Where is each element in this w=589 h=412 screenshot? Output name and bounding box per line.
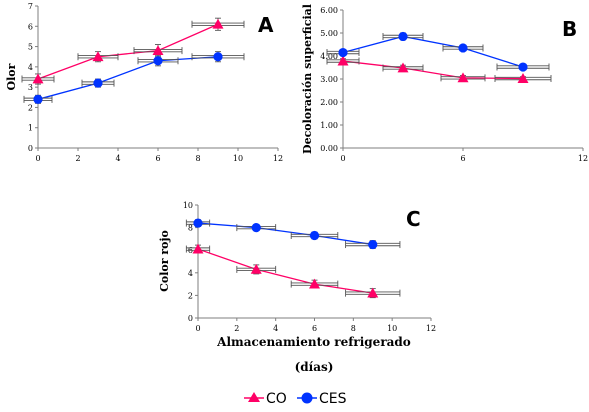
panel-b-series-co-point (337, 55, 349, 66)
panel-b-series-ces-point (338, 47, 348, 58)
panel-c-y-axis-label: Color rojo (158, 230, 171, 292)
panel-c-series-ces-point (193, 218, 203, 228)
panel-c-x-axis-label-line1: Almacenamiento refrigerado (216, 335, 411, 349)
panel-a-series-ces-line (37, 56, 219, 100)
panel-a-series-ces-point (33, 94, 43, 104)
panel-c-y-tick-label: 10 (183, 201, 193, 210)
legend-marker-ces (301, 392, 313, 404)
panel-a-y-tick-label: 2 (28, 103, 33, 112)
panel-c-x-tick-label: 0 (195, 324, 200, 333)
panel-b-series-ces-point (398, 31, 408, 42)
panel-b-x-tick-label: 12 (578, 154, 588, 163)
panel-a-series-co-line (37, 23, 219, 80)
panel-b-series-ces-point (458, 43, 468, 53)
panel-c-series-ces-line (197, 222, 373, 246)
legend: CO CES (244, 391, 347, 407)
panel-a-y-tick-label: 4 (28, 63, 33, 72)
panel-c-series-co-point (309, 278, 320, 289)
panel-c-x-tick-label: 6 (312, 324, 317, 333)
panel-a-x-tick-label: 4 (115, 154, 120, 163)
panel-c-series-co-point (367, 287, 379, 298)
panel-a-x-tick-label: 2 (75, 154, 80, 163)
panel-a-letter: A (258, 13, 274, 37)
panel-a-x-tick-label: 12 (273, 154, 283, 163)
panel-a-series-co-point (92, 51, 104, 62)
legend-label-ces: CES (319, 391, 347, 407)
panel-a-x-tick-label: 0 (35, 154, 40, 163)
panel-c-y-tick-label: 8 (188, 224, 193, 233)
panel-b-y-tick-label: 0.00 (320, 144, 338, 153)
panel-a-x-tick-label: 10 (233, 154, 243, 163)
panel-c-y-tick-label: 2 (188, 291, 193, 300)
panel-a-series-ces-point (213, 52, 223, 62)
panel-c-series-co-point (192, 243, 204, 254)
panel-a-series-ces-point (93, 78, 103, 88)
panel-b-y-tick-label: 3.00 (320, 75, 338, 84)
panel-b-letter: B (562, 17, 577, 41)
panel-b-y-axis-label: Decoloración superficial (301, 4, 314, 154)
panel-b-series-co-point (517, 73, 529, 83)
panel-c-y-tick-label: 0 (188, 314, 193, 323)
panel-a-y-tick-label: 0 (28, 144, 33, 153)
panel-a-y-tick-label: 1 (28, 124, 33, 133)
panel-b-y-tick-label: 6.00 (320, 6, 338, 15)
panel-a-series-ces-point (153, 56, 163, 66)
panel-b-series-co-line (342, 60, 524, 80)
panel-c-x-axis-label-line2: (días) (295, 360, 334, 374)
panel-c-letter: C (406, 207, 421, 231)
panel-c-x-tick-label: 12 (426, 324, 436, 333)
panel-b-y-tick-label: 5.00 (320, 29, 338, 38)
panel-a-series-co-point (212, 18, 224, 29)
panel-b-series-ces-point (518, 62, 528, 72)
panel-a-y-tick-label: 5 (28, 43, 33, 52)
panel-a-y-tick-label: 7 (28, 2, 33, 11)
panel-c-series-ces-point (368, 239, 378, 250)
panel-b-y-tick-label: 2.00 (320, 98, 338, 107)
panel-c-x-tick-label: 10 (387, 324, 397, 333)
panel-b-series-co-point (457, 72, 469, 83)
panel-a-x-tick-label: 6 (155, 154, 160, 163)
panel-c-x-tick-label: 8 (351, 324, 356, 333)
panel-c-series-ces-point (251, 223, 261, 233)
panel-b-y-tick-label: 1.00 (320, 121, 338, 130)
panel-b-x-tick-label: 6 (460, 154, 465, 163)
panel-c-series-ces-point (309, 230, 320, 241)
panel-a-series-co-point (152, 45, 164, 56)
panel-c-series-co-point (250, 263, 262, 274)
panel-c-series-co-line (197, 248, 373, 294)
legend-marker-co (248, 392, 260, 402)
panel-c-x-tick-label: 4 (273, 324, 278, 333)
panel-a-y-tick-label: 6 (28, 22, 33, 31)
panel-a-series-co-point (32, 73, 44, 84)
legend-label-co: CO (266, 391, 287, 407)
panel-a-y-axis-label: Olor (5, 63, 18, 90)
panel-c-y-tick-label: 4 (188, 269, 193, 278)
panel-b-series-ces-line (342, 35, 524, 68)
panel-b-x-tick-label: 0 (340, 154, 345, 163)
panel-b-series-co-point (397, 62, 409, 73)
panel-a-x-tick-label: 8 (195, 154, 200, 163)
panel-a-y-tick-label: 3 (28, 83, 33, 92)
panel-b-y-tick-label: 4.00 (320, 52, 338, 61)
panel-c-x-tick-label: 2 (234, 324, 239, 333)
chart-panel-b: 0 6 12 0.00 1.00 2.00 3.00 4.00 5.00 6.00 Decolora… (301, 4, 588, 163)
